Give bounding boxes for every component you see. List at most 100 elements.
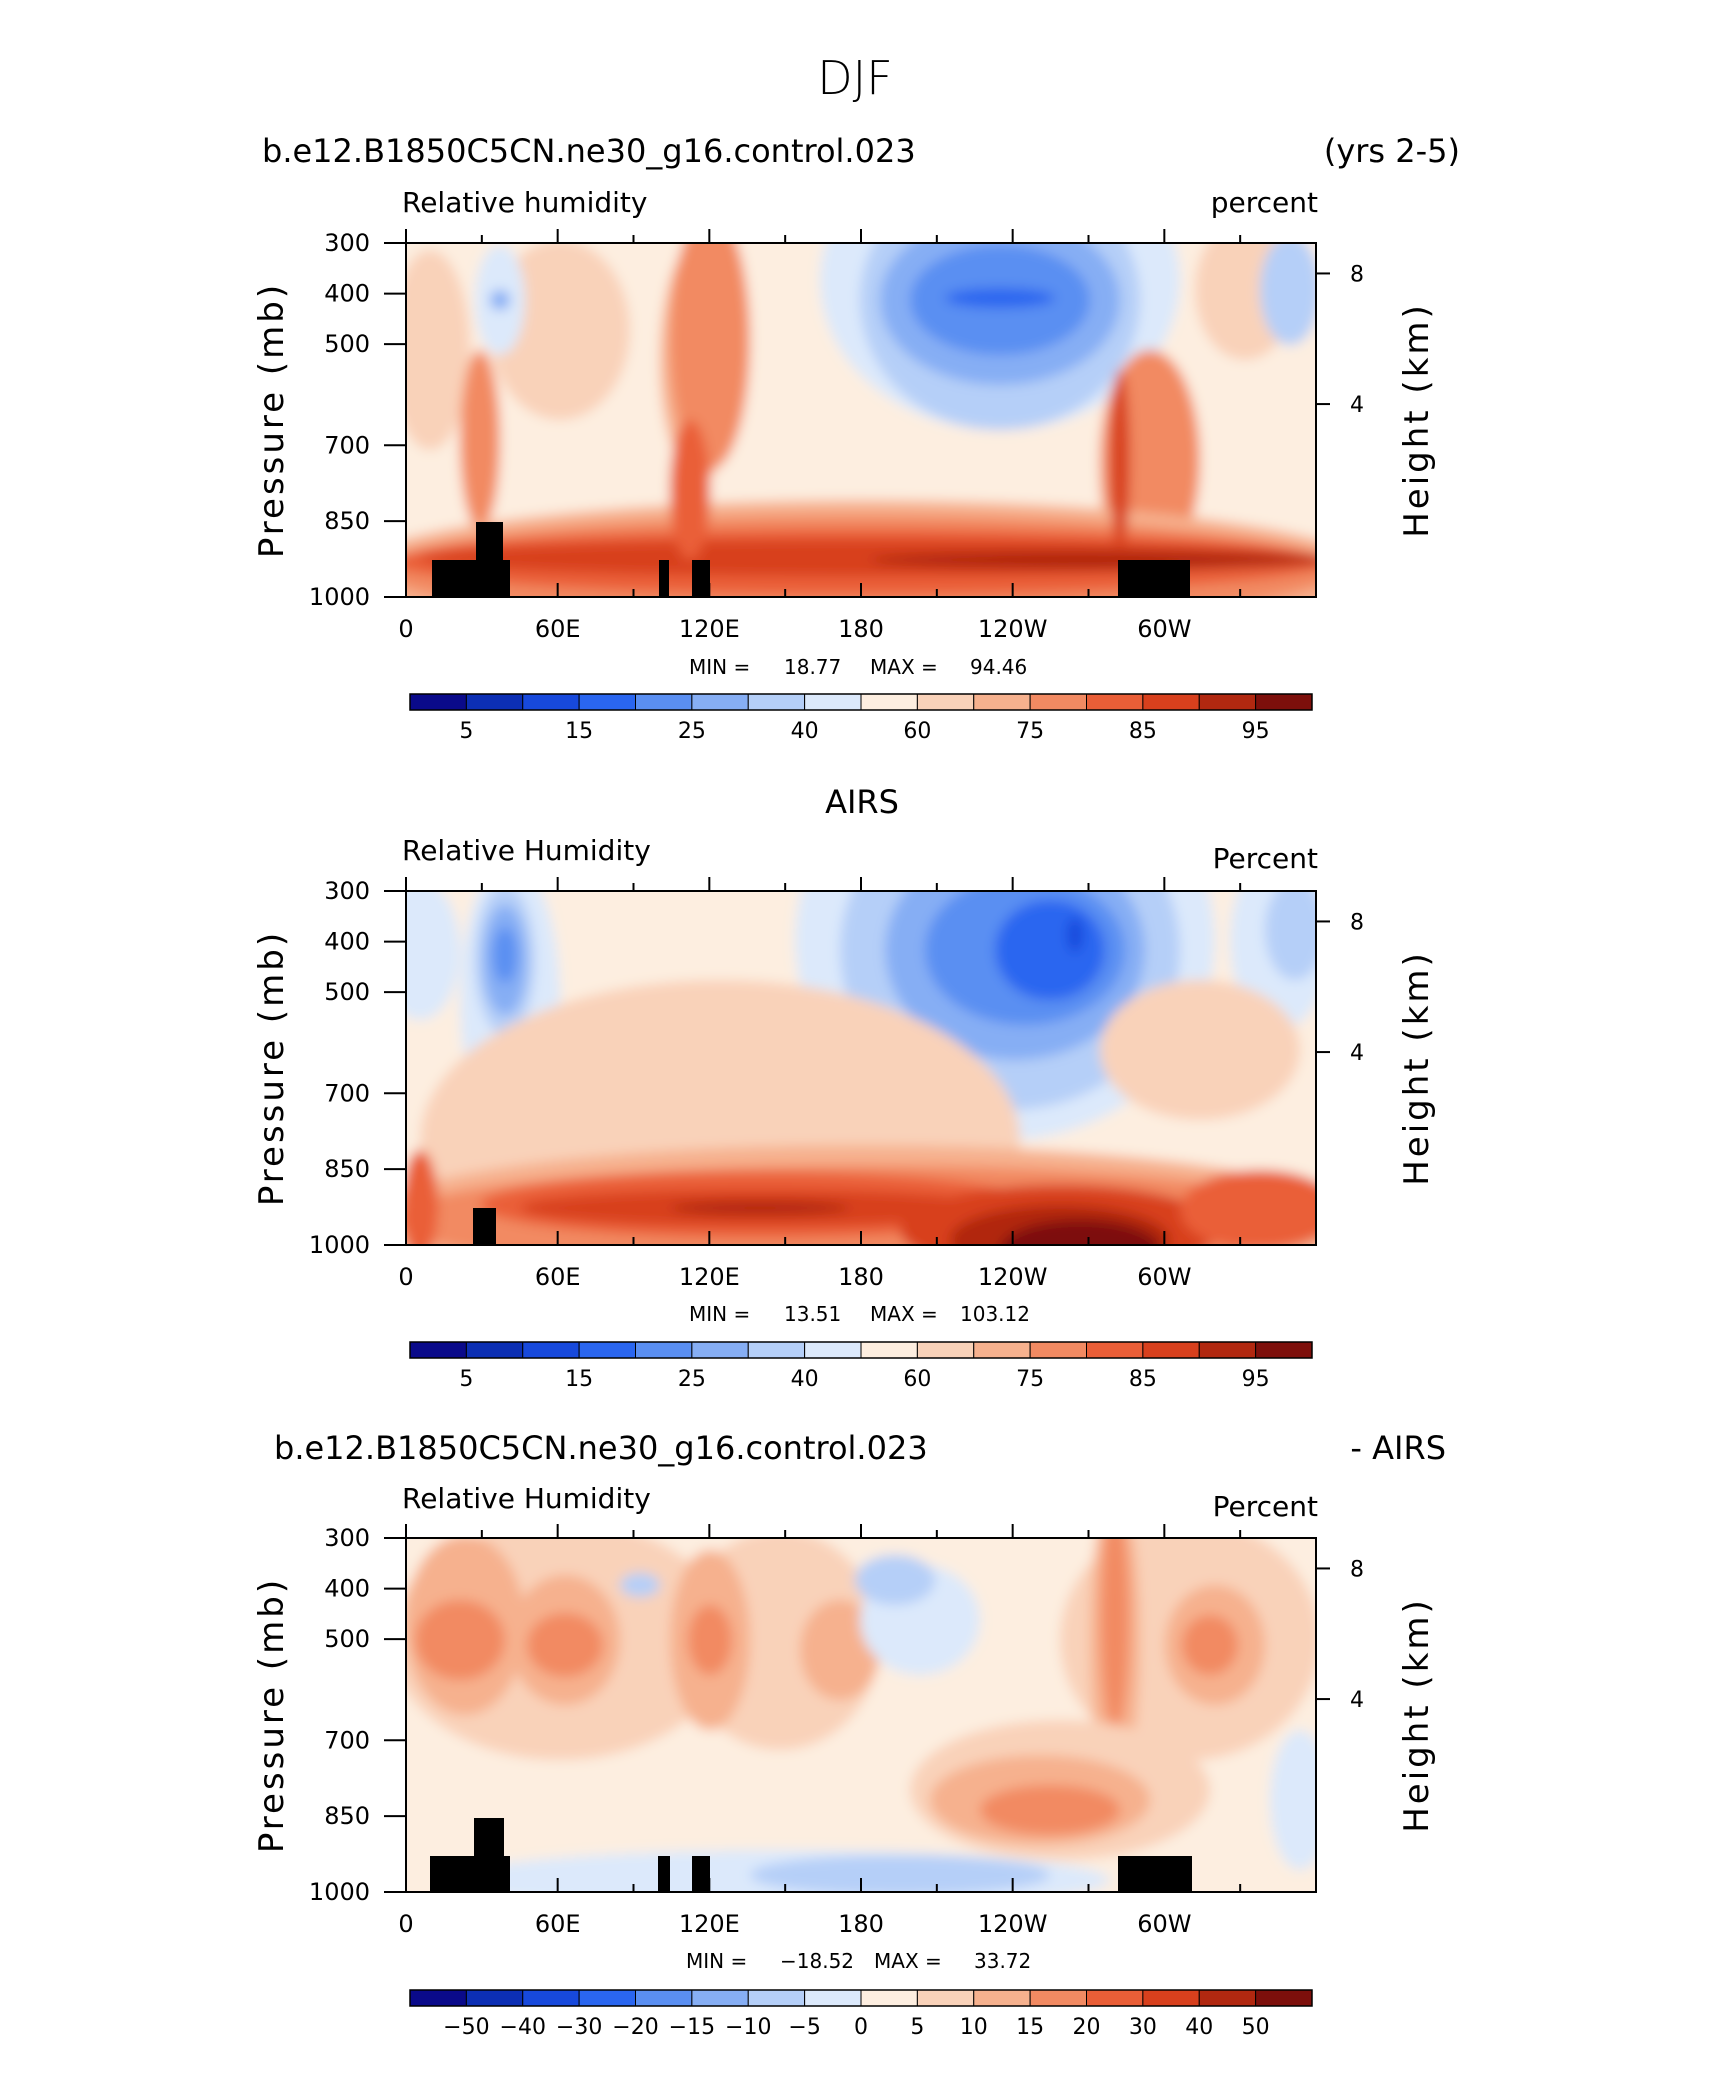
field-region bbox=[1260, 243, 1316, 345]
y-tick-label: 300 bbox=[324, 1524, 370, 1552]
y-axis-label: Pressure (mb) bbox=[252, 1577, 292, 1853]
x-tick-label: 60E bbox=[535, 615, 581, 643]
colorbar-swatch bbox=[804, 1341, 862, 1359]
colorbar-swatch bbox=[635, 1341, 693, 1359]
colorbar-swatch bbox=[804, 1989, 862, 2007]
y2-tick-label: 4 bbox=[1350, 1688, 1364, 1713]
field-region bbox=[1265, 891, 1316, 980]
colorbar-swatch bbox=[522, 1989, 580, 2007]
field-region bbox=[670, 420, 710, 560]
units-label: percent bbox=[1211, 186, 1318, 219]
panel-header-left: b.e12.B1850C5CN.ne30_g16.control.023 bbox=[262, 132, 916, 170]
field-region bbox=[945, 288, 1055, 308]
colorbar-label: 40 bbox=[791, 1367, 819, 1392]
field-contours bbox=[406, 1538, 1316, 1892]
x-tick-label: 180 bbox=[838, 1263, 884, 1291]
panel-header-right: - AIRS bbox=[1350, 1429, 1446, 1467]
y-tick-label: 700 bbox=[324, 1726, 370, 1754]
colorbar-label: −50 bbox=[443, 2015, 489, 2040]
colorbar-label: 95 bbox=[1242, 1367, 1270, 1392]
land-block bbox=[432, 560, 510, 597]
y-tick-label: 1000 bbox=[309, 583, 370, 611]
colorbar-label: −5 bbox=[788, 2015, 820, 2040]
field bbox=[406, 1538, 1316, 1892]
y2-tick-label: 8 bbox=[1350, 910, 1364, 935]
colorbar-swatch bbox=[916, 1341, 975, 1359]
max-value: 33.72 bbox=[974, 1949, 1031, 1973]
panel-header-right: (yrs 2-5) bbox=[1324, 132, 1460, 170]
panel-header-center: AIRS bbox=[825, 783, 899, 821]
colorbar-swatch bbox=[860, 693, 918, 711]
colorbar-swatch bbox=[635, 693, 693, 711]
colorbar-swatch bbox=[465, 1341, 524, 1359]
colorbar-swatch bbox=[578, 1989, 636, 2007]
figure-title: DJF bbox=[817, 51, 892, 105]
colorbar-label: 60 bbox=[903, 719, 931, 744]
field-region bbox=[490, 243, 630, 420]
field-region bbox=[995, 900, 1105, 1000]
colorbar-label: 5 bbox=[910, 2015, 924, 2040]
field-region bbox=[406, 250, 470, 450]
colorbar-swatch bbox=[1086, 693, 1144, 711]
y2-axis-label: Height (km) bbox=[1397, 950, 1437, 1186]
y-tick-label: 400 bbox=[324, 280, 370, 308]
field-region bbox=[800, 1600, 880, 1700]
y-tick-label: 300 bbox=[324, 229, 370, 257]
land-block bbox=[692, 560, 710, 597]
field-region bbox=[1182, 1615, 1238, 1675]
field bbox=[406, 243, 1316, 597]
land-block bbox=[1118, 560, 1190, 597]
x-tick-label: 120W bbox=[978, 615, 1048, 643]
colorbar-frame bbox=[409, 1341, 1313, 1359]
x-tick-label: 0 bbox=[398, 1263, 413, 1291]
y-tick-label: 500 bbox=[324, 330, 370, 358]
colorbar-frame bbox=[409, 1989, 1313, 2007]
field-region bbox=[670, 243, 750, 470]
x-tick-label: 180 bbox=[838, 615, 884, 643]
colorbar-label: 95 bbox=[1242, 719, 1270, 744]
colorbar-swatch bbox=[691, 693, 749, 711]
colorbar-label: −40 bbox=[500, 2015, 546, 2040]
panel-model: b.e12.B1850C5CN.ne30_g16.control.023 (yr… bbox=[252, 132, 1460, 744]
min-label: MIN = bbox=[689, 655, 750, 679]
colorbar-swatch bbox=[409, 1341, 467, 1359]
colorbar-swatch bbox=[578, 1341, 636, 1359]
colorbar-swatch bbox=[1255, 693, 1313, 711]
field-region bbox=[980, 1785, 1120, 1835]
colorbar-label: 75 bbox=[1016, 719, 1044, 744]
colorbar-label: 75 bbox=[1016, 1367, 1044, 1392]
colorbar-swatch bbox=[1086, 1341, 1144, 1359]
colorbar-swatch bbox=[1142, 1341, 1200, 1359]
field-region bbox=[493, 927, 517, 983]
colorbar-swatch bbox=[409, 1989, 467, 2007]
colorbar-swatch bbox=[1255, 1341, 1313, 1359]
colorbar-swatch bbox=[747, 693, 806, 711]
colorbar: 5 15 25 40 60 75 85 95 bbox=[409, 1341, 1313, 1392]
min-value: −18.52 bbox=[780, 1949, 854, 1973]
field-region bbox=[1100, 980, 1300, 1120]
colorbar-swatch bbox=[1198, 693, 1257, 711]
colorbar-swatch bbox=[1029, 693, 1087, 711]
min-value: 18.77 bbox=[784, 655, 841, 679]
y-axis-label: Pressure (mb) bbox=[252, 930, 292, 1206]
colorbar-swatch bbox=[1255, 1989, 1313, 2007]
y-tick-label: 850 bbox=[324, 507, 370, 535]
y-tick-label: 1000 bbox=[309, 1878, 370, 1906]
colorbar-label: −15 bbox=[669, 2015, 715, 2040]
colorbar: 5 15 25 40 60 75 85 95 bbox=[409, 693, 1313, 744]
field-region bbox=[406, 1150, 438, 1245]
land-block bbox=[430, 1856, 510, 1892]
y-tick-label: 700 bbox=[324, 1079, 370, 1107]
colorbar-swatch bbox=[1198, 1341, 1257, 1359]
colorbar-swatch bbox=[804, 693, 862, 711]
field-region bbox=[527, 1613, 603, 1677]
colorbar-swatch bbox=[522, 693, 580, 711]
colorbar-swatch bbox=[973, 693, 1031, 711]
land-mask bbox=[430, 1818, 1192, 1892]
colorbar-swatch bbox=[1086, 1989, 1144, 2007]
y-tick-label: 700 bbox=[324, 431, 370, 459]
field-region bbox=[1067, 917, 1083, 953]
panel-diff: b.e12.B1850C5CN.ne30_g16.control.023 - A… bbox=[252, 1429, 1446, 2040]
colorbar-label: 10 bbox=[960, 2015, 988, 2040]
